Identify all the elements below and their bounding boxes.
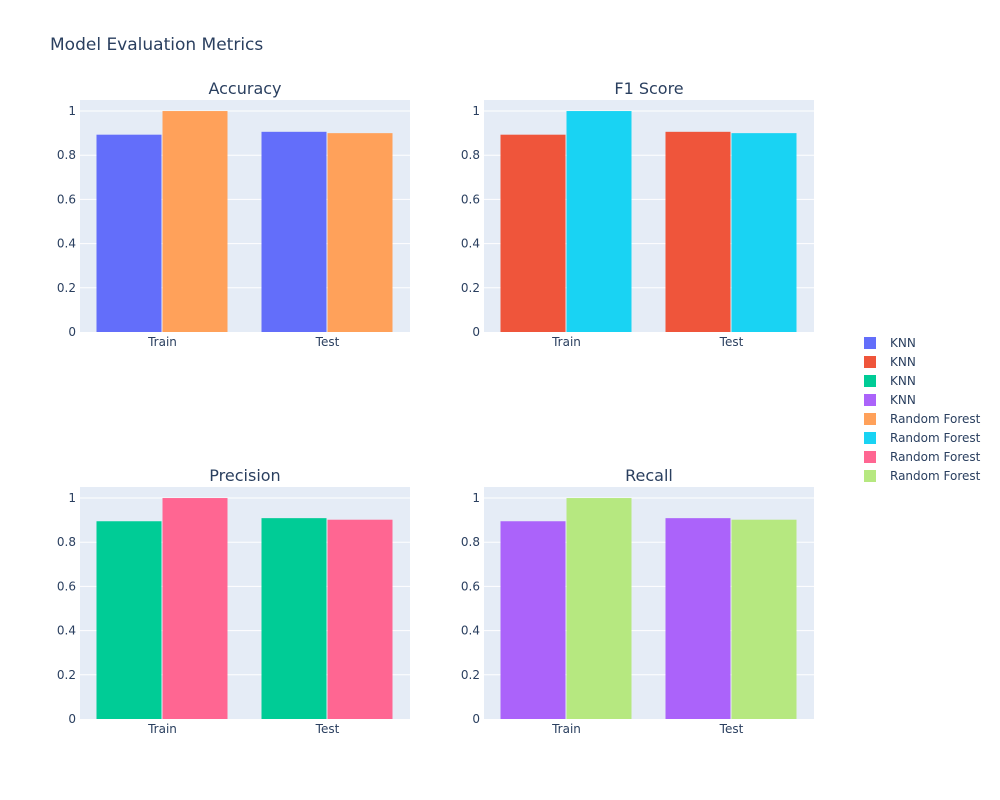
legend-label: KNN bbox=[890, 355, 916, 369]
y-tick-label: 0.2 bbox=[57, 668, 76, 682]
y-tick-label: 0.2 bbox=[57, 281, 76, 295]
y-tick-label: 0.8 bbox=[57, 535, 76, 549]
x-tick-label: Test bbox=[315, 335, 340, 349]
y-tick-label: 0.2 bbox=[461, 668, 480, 682]
bar-knn-train[interactable] bbox=[500, 521, 566, 719]
y-tick-label: 0.2 bbox=[461, 281, 480, 295]
legend-label: Random Forest bbox=[890, 431, 981, 445]
legend-swatch bbox=[864, 375, 876, 387]
legend-label: Random Forest bbox=[890, 450, 981, 464]
legend-label: KNN bbox=[890, 374, 916, 388]
bar-random-forest-train[interactable] bbox=[566, 498, 632, 719]
subplot-title: Precision bbox=[209, 466, 280, 485]
legend-swatch bbox=[864, 432, 876, 444]
bar-knn-test[interactable] bbox=[665, 518, 731, 719]
x-tick-label: Train bbox=[147, 722, 177, 736]
legend-swatch bbox=[864, 470, 876, 482]
y-tick-label: 0.8 bbox=[461, 535, 480, 549]
bar-random-forest-train[interactable] bbox=[566, 111, 632, 332]
y-tick-label: 1 bbox=[68, 104, 76, 118]
bar-random-forest-train[interactable] bbox=[162, 498, 228, 719]
bar-random-forest-test[interactable] bbox=[731, 519, 797, 719]
subplot-title: Recall bbox=[625, 466, 673, 485]
y-tick-label: 0.8 bbox=[461, 148, 480, 162]
subplots: 0 0.2 0.4 0.6 0.8 1 Train Test Accuracy 0 0.2 0.4 0.… bbox=[57, 79, 814, 736]
legend-swatch bbox=[864, 394, 876, 406]
legend[interactable]: KNN KNN KNN KNN Random Forest Random Forest Ra… bbox=[864, 336, 981, 483]
y-tick-label: 0.4 bbox=[461, 624, 480, 638]
x-tick-label: Train bbox=[147, 335, 177, 349]
y-tick-label: 0.4 bbox=[461, 237, 480, 251]
x-tick-label: Test bbox=[315, 722, 340, 736]
subplot-accuracy: 0 0.2 0.4 0.6 0.8 1 Train Test Accuracy bbox=[57, 79, 410, 349]
legend-item[interactable]: KNN bbox=[864, 336, 916, 350]
y-tick-label: 0.4 bbox=[57, 237, 76, 251]
legend-swatch bbox=[864, 451, 876, 463]
bar-knn-train[interactable] bbox=[500, 134, 566, 332]
legend-item[interactable]: KNN bbox=[864, 374, 916, 388]
y-tick-label: 0.6 bbox=[461, 579, 480, 593]
y-tick-label: 0.6 bbox=[57, 192, 76, 206]
legend-item[interactable]: Random Forest bbox=[864, 431, 981, 445]
bar-random-forest-test[interactable] bbox=[731, 133, 797, 332]
bar-knn-train[interactable] bbox=[96, 134, 162, 332]
bar-knn-test[interactable] bbox=[261, 131, 327, 332]
chart-title: Model Evaluation Metrics bbox=[50, 35, 263, 55]
legend-label: Random Forest bbox=[890, 412, 981, 426]
legend-item[interactable]: Random Forest bbox=[864, 412, 981, 426]
bar-random-forest-test[interactable] bbox=[327, 519, 393, 719]
y-tick-label: 0.4 bbox=[57, 624, 76, 638]
y-tick-label: 0 bbox=[472, 712, 480, 726]
subplot-f1-score: 0 0.2 0.4 0.6 0.8 1 Train Test F1 Score bbox=[461, 79, 814, 349]
legend-label: KNN bbox=[890, 336, 916, 350]
bar-random-forest-test[interactable] bbox=[327, 133, 393, 332]
y-tick-label: 1 bbox=[472, 104, 480, 118]
subplot-title: Accuracy bbox=[208, 79, 281, 98]
bar-random-forest-train[interactable] bbox=[162, 111, 228, 332]
y-tick-label: 0 bbox=[68, 325, 76, 339]
bar-knn-test[interactable] bbox=[665, 131, 731, 332]
x-tick-label: Test bbox=[719, 722, 744, 736]
bar-knn-test[interactable] bbox=[261, 518, 327, 719]
legend-item[interactable]: KNN bbox=[864, 393, 916, 407]
legend-item[interactable]: Random Forest bbox=[864, 450, 981, 464]
x-tick-label: Train bbox=[551, 335, 581, 349]
legend-swatch bbox=[864, 356, 876, 368]
y-tick-label: 0 bbox=[472, 325, 480, 339]
legend-item[interactable]: KNN bbox=[864, 355, 916, 369]
y-tick-label: 1 bbox=[68, 491, 76, 505]
legend-item[interactable]: Random Forest bbox=[864, 469, 981, 483]
x-tick-label: Train bbox=[551, 722, 581, 736]
y-tick-label: 0.6 bbox=[57, 579, 76, 593]
subplot-recall: 0 0.2 0.4 0.6 0.8 1 Train Test Recall bbox=[461, 466, 814, 736]
legend-swatch bbox=[864, 413, 876, 425]
y-tick-label: 1 bbox=[472, 491, 480, 505]
x-tick-label: Test bbox=[719, 335, 744, 349]
legend-swatch bbox=[864, 337, 876, 349]
legend-label: KNN bbox=[890, 393, 916, 407]
legend-label: Random Forest bbox=[890, 469, 981, 483]
y-tick-label: 0.6 bbox=[461, 192, 480, 206]
y-tick-label: 0.8 bbox=[57, 148, 76, 162]
bar-knn-train[interactable] bbox=[96, 521, 162, 719]
subplot-title: F1 Score bbox=[614, 79, 683, 98]
subplot-precision: 0 0.2 0.4 0.6 0.8 1 Train Test Precision bbox=[57, 466, 410, 736]
y-tick-label: 0 bbox=[68, 712, 76, 726]
